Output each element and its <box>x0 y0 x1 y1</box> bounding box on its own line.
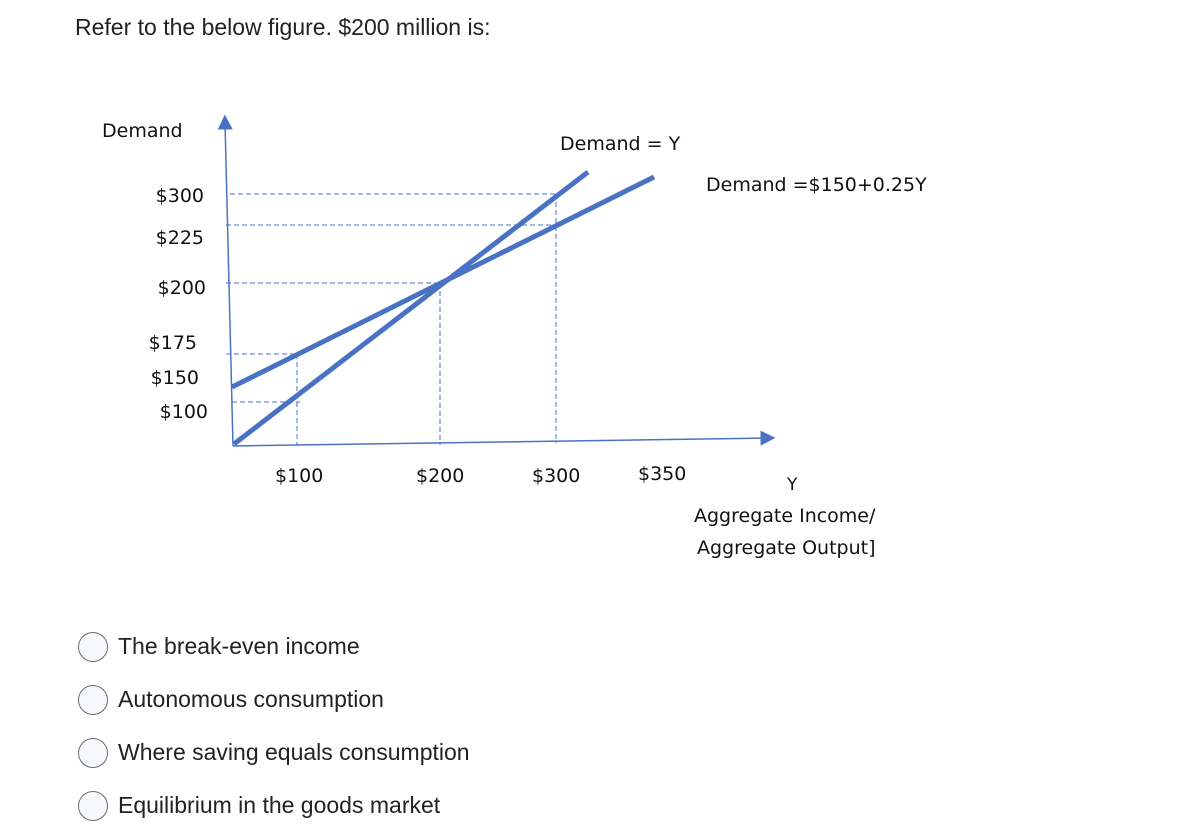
x-axis-title-line1: Aggregate Income/ <box>694 505 876 527</box>
guide-lines <box>226 193 557 445</box>
line-demand-equals-y <box>232 170 590 446</box>
line-aggregate-demand <box>230 174 656 390</box>
option-label: Autonomous consumption <box>118 686 384 712</box>
question-text: Refer to the below figure. $200 million … <box>75 14 491 40</box>
y-tick: $300 <box>155 185 204 207</box>
line1-label: Demand = Y <box>560 133 681 155</box>
line2-label: Demand =$150+0.25Y <box>706 174 927 196</box>
y-tick: $150 <box>150 367 199 389</box>
option-saving-equals-consumption[interactable]: Where saving equals consumption <box>78 726 470 779</box>
option-break-even-income[interactable]: The break-even income <box>78 620 470 673</box>
y-tick: $225 <box>155 227 204 249</box>
keynesian-cross-figure: Demand $300 $225 $200 $175 $150 $100 $10… <box>102 114 927 559</box>
y-axis <box>217 114 234 447</box>
x-axis-title-line2: Aggregate Output] <box>697 537 876 559</box>
y-tick: $200 <box>157 277 206 299</box>
radio-button[interactable] <box>78 631 108 662</box>
option-label: Where saving equals consumption <box>118 739 470 765</box>
y-tick: $175 <box>148 332 197 354</box>
y-tick: $100 <box>159 401 208 423</box>
radio-button[interactable] <box>78 737 108 768</box>
radio-button[interactable] <box>78 684 108 715</box>
x-tick: $100 <box>275 465 324 487</box>
x-axis-symbol: Y <box>787 475 798 495</box>
option-goods-market-equilibrium[interactable]: Equilibrium in the goods market <box>78 779 470 832</box>
radio-button[interactable] <box>78 790 108 821</box>
option-label: The break-even income <box>118 633 360 659</box>
y-axis-title: Demand <box>102 120 183 142</box>
x-tick: $300 <box>532 465 581 487</box>
x-tick: $200 <box>416 465 465 487</box>
x-tick: $350 <box>638 463 687 485</box>
answer-options: The break-even income Autonomous consump… <box>78 620 470 832</box>
option-autonomous-consumption[interactable]: Autonomous consumption <box>78 673 470 726</box>
chart-svg <box>217 114 776 447</box>
option-label: Equilibrium in the goods market <box>118 792 441 818</box>
x-axis <box>232 430 776 447</box>
